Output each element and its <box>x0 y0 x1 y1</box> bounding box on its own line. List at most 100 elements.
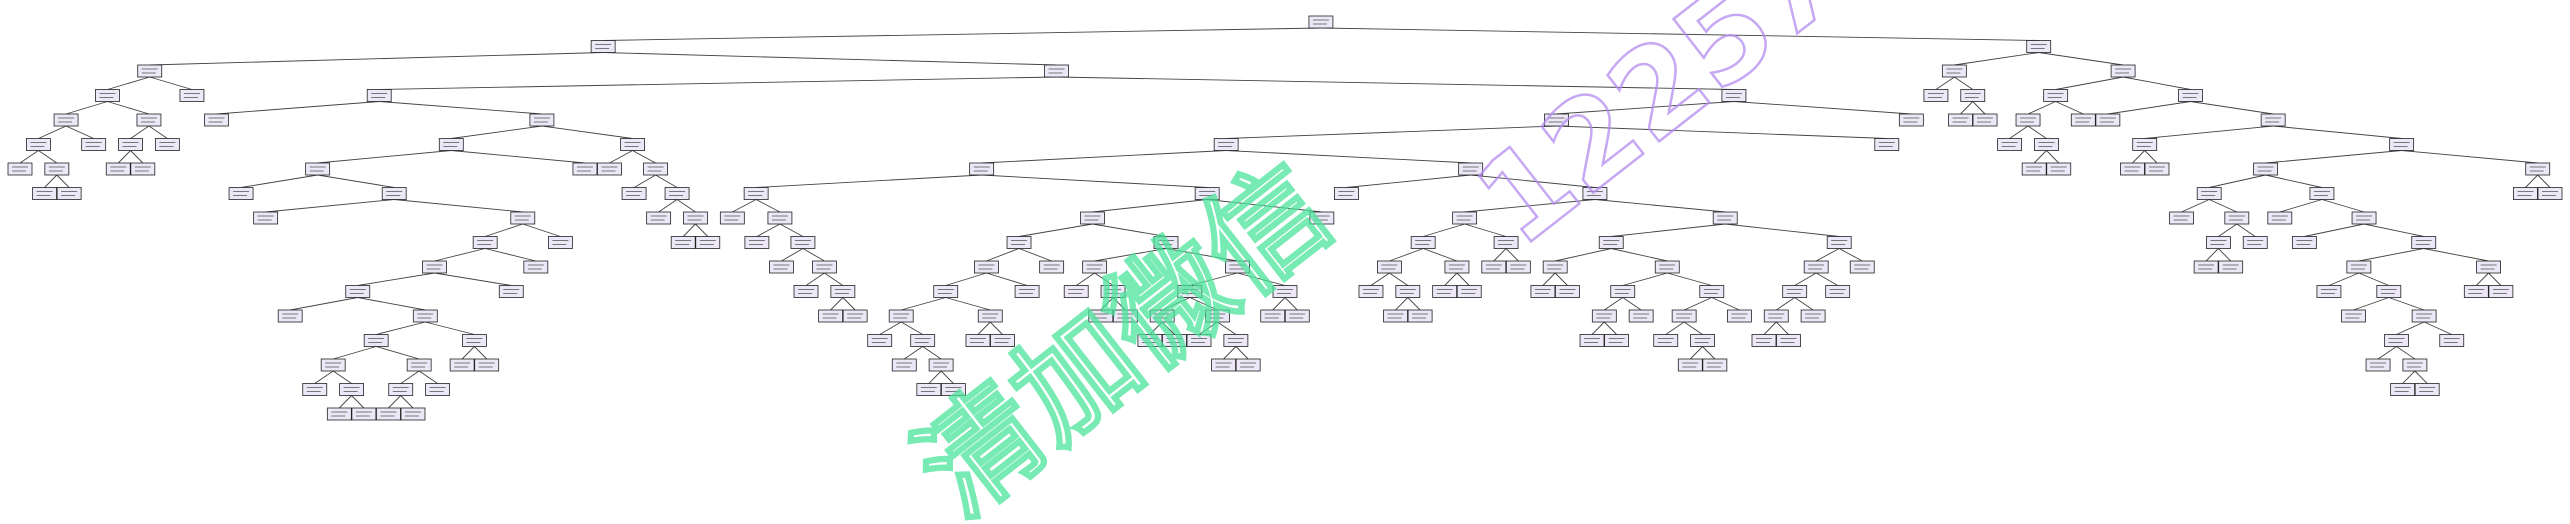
edge <box>1149 321 1163 335</box>
edge <box>130 125 150 139</box>
tree-node <box>830 285 856 298</box>
tree-node <box>1225 260 1250 274</box>
edge <box>1423 223 1465 237</box>
edge <box>1094 248 1167 262</box>
edge <box>216 101 380 115</box>
tree-node <box>2411 309 2437 323</box>
edge <box>1960 101 1974 115</box>
tree-node <box>1082 260 1108 274</box>
tree-node <box>2026 40 2052 53</box>
tree-node <box>1997 138 2023 151</box>
tree-node <box>1604 334 1630 347</box>
edge <box>1226 150 1471 164</box>
tree-node <box>646 211 672 225</box>
edge <box>1189 272 1238 286</box>
tree-node <box>1080 211 1105 225</box>
edge <box>265 199 395 213</box>
edge <box>2033 150 2047 164</box>
edge <box>1395 297 1409 311</box>
tree-node <box>888 309 914 323</box>
tree-node <box>867 334 893 347</box>
edge <box>357 272 435 286</box>
tree-node <box>2476 260 2501 274</box>
tree-node <box>1654 260 1680 274</box>
tree-node <box>1235 358 1261 372</box>
tree-node <box>2488 285 2514 298</box>
edge <box>842 297 856 311</box>
edge <box>1505 248 1519 262</box>
edge <box>2401 150 2538 164</box>
edge <box>2265 150 2402 164</box>
edge <box>2038 52 2124 66</box>
tree-node <box>32 187 57 200</box>
tree-node <box>26 138 51 151</box>
edge <box>2423 248 2489 262</box>
edge <box>1223 346 1237 360</box>
tree-node <box>95 89 120 102</box>
tree-node <box>339 383 365 396</box>
edge <box>425 321 475 335</box>
edge <box>904 346 923 360</box>
tree-node <box>2513 187 2538 200</box>
edge <box>38 150 58 164</box>
tree-node <box>1776 334 1801 347</box>
tree-node <box>345 285 371 298</box>
tree-node <box>812 260 837 274</box>
edge <box>2218 248 2232 262</box>
tree-node <box>1481 260 1507 274</box>
tree-node <box>81 138 107 151</box>
edge <box>1604 297 1623 311</box>
edge <box>830 297 844 311</box>
edge <box>1056 76 1734 90</box>
tree-node <box>400 407 426 421</box>
tree-node <box>56 187 82 200</box>
tree-node <box>472 236 498 249</box>
edge <box>1611 248 1668 262</box>
edge <box>1775 321 1789 335</box>
edge <box>2027 125 2047 139</box>
edge <box>2190 101 2274 115</box>
tree-node <box>1653 334 1679 347</box>
edge <box>1165 248 1238 262</box>
edge <box>1665 321 1685 335</box>
tree-node <box>842 309 868 323</box>
edge <box>1272 297 1286 311</box>
tree-node <box>326 407 352 421</box>
tree-node <box>1721 89 1747 102</box>
edge <box>1702 346 1716 360</box>
tree-node <box>1544 113 1569 127</box>
edge <box>1207 199 1322 213</box>
tree-node <box>2120 162 2145 176</box>
tree-node <box>1308 15 1334 29</box>
edge <box>2046 150 2060 164</box>
edge <box>1711 297 1740 311</box>
edge <box>1237 272 1286 286</box>
tree-node <box>1712 211 1738 225</box>
tree-node <box>228 187 254 200</box>
tree-node <box>1628 309 1654 323</box>
edge <box>1112 297 1126 311</box>
edge <box>1733 101 1912 115</box>
tree-node <box>1825 285 1851 298</box>
tree-node <box>2267 211 2293 225</box>
tree-node <box>376 407 401 421</box>
edge <box>824 272 844 286</box>
tree-node <box>2021 162 2047 176</box>
tree-node <box>1677 358 1703 372</box>
tree-node <box>1213 138 1239 151</box>
tree-node <box>2043 89 2069 102</box>
edge <box>2475 272 2489 286</box>
tree-node <box>1699 285 1725 298</box>
tree-node <box>1452 211 1478 225</box>
tree-node <box>1039 260 1065 274</box>
tree-node <box>1800 309 1826 323</box>
tree-node <box>1112 309 1138 323</box>
edge <box>1493 248 1507 262</box>
edge <box>1555 248 1612 262</box>
edge <box>928 370 942 384</box>
edge <box>1815 272 1838 286</box>
edge <box>1603 321 1617 335</box>
tree-node <box>363 334 389 347</box>
tree-node <box>744 236 770 249</box>
edge <box>130 150 144 164</box>
